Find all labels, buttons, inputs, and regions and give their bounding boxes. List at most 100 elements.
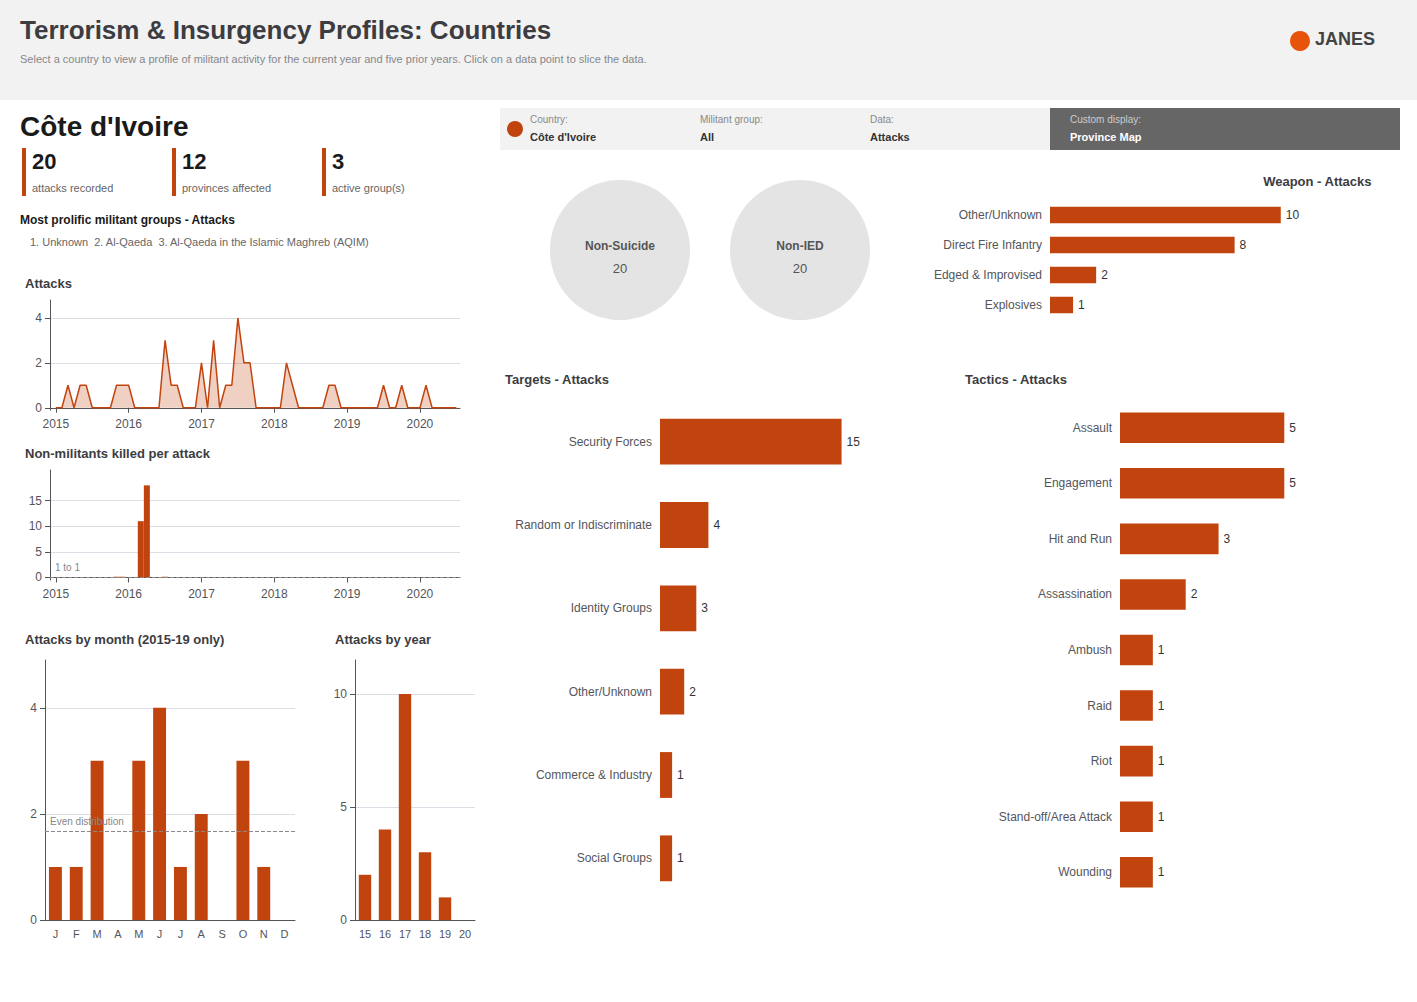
svg-text:17: 17 — [399, 928, 411, 940]
svg-text:20: 20 — [793, 261, 807, 276]
svg-text:Non-IED: Non-IED — [776, 239, 824, 253]
svg-text:provinces affected: provinces affected — [182, 182, 271, 194]
svg-text:Targets - Attacks: Targets - Attacks — [505, 372, 609, 387]
svg-text:2: 2 — [35, 356, 42, 370]
svg-text:Data:: Data: — [870, 114, 894, 125]
svg-text:Direct Fire Infantry: Direct Fire Infantry — [943, 238, 1042, 252]
svg-text:Identity Groups: Identity Groups — [571, 601, 652, 615]
svg-text:J: J — [178, 928, 184, 940]
svg-text:1: 1 — [1158, 865, 1165, 879]
svg-text:O: O — [239, 928, 248, 940]
svg-text:4: 4 — [713, 518, 720, 532]
svg-text:A: A — [198, 928, 206, 940]
svg-text:Security Forces: Security Forces — [569, 435, 652, 449]
svg-text:Select a country to view a pro: Select a country to view a profile of mi… — [20, 53, 647, 65]
svg-text:Even distribution: Even distribution — [50, 816, 124, 827]
svg-text:Stand-off/Area Attack: Stand-off/Area Attack — [999, 810, 1113, 824]
svg-text:1: 1 — [1158, 810, 1165, 824]
svg-text:4: 4 — [30, 701, 37, 715]
svg-text:Assassination: Assassination — [1038, 587, 1112, 601]
svg-text:Attacks by year: Attacks by year — [335, 632, 431, 647]
svg-text:2: 2 — [30, 807, 37, 821]
svg-text:2: 2 — [1191, 587, 1198, 601]
svg-text:2020: 2020 — [407, 587, 434, 601]
svg-text:3: 3 — [332, 149, 344, 174]
svg-text:5: 5 — [35, 545, 42, 559]
svg-text:18: 18 — [419, 928, 431, 940]
svg-text:Attacks by month (2015-19 only: Attacks by month (2015-19 only) — [25, 632, 224, 647]
svg-text:S: S — [218, 928, 225, 940]
svg-text:F: F — [73, 928, 80, 940]
svg-text:Terrorism & Insurgency Profile: Terrorism & Insurgency Profiles: Countri… — [20, 15, 551, 45]
svg-text:12: 12 — [182, 149, 206, 174]
svg-text:1 to 1: 1 to 1 — [55, 562, 80, 573]
svg-text:20: 20 — [613, 261, 627, 276]
svg-text:Province Map: Province Map — [1070, 131, 1142, 143]
svg-text:10: 10 — [334, 687, 348, 701]
svg-text:Engagement: Engagement — [1044, 476, 1113, 490]
svg-text:Explosives: Explosives — [985, 298, 1042, 312]
svg-text:10: 10 — [1286, 208, 1300, 222]
svg-text:M: M — [92, 928, 101, 940]
svg-text:1: 1 — [1078, 298, 1085, 312]
svg-text:N: N — [260, 928, 268, 940]
svg-text:20: 20 — [459, 928, 471, 940]
svg-text:0: 0 — [35, 401, 42, 415]
svg-text:A: A — [114, 928, 122, 940]
svg-text:Raid: Raid — [1087, 699, 1112, 713]
svg-text:0: 0 — [30, 913, 37, 927]
svg-text:16: 16 — [379, 928, 391, 940]
svg-text:15: 15 — [359, 928, 371, 940]
svg-text:4: 4 — [35, 311, 42, 325]
svg-text:Most prolific militant groups: Most prolific militant groups - Attacks — [20, 213, 235, 227]
svg-text:JANES: JANES — [1315, 29, 1375, 49]
svg-text:attacks recorded: attacks recorded — [32, 182, 113, 194]
svg-text:J: J — [157, 928, 163, 940]
svg-text:Other/Unknown: Other/Unknown — [959, 208, 1042, 222]
svg-text:1: 1 — [677, 851, 684, 865]
svg-text:2: 2 — [689, 685, 696, 699]
svg-text:1: 1 — [1158, 699, 1165, 713]
svg-text:Ambush: Ambush — [1068, 643, 1112, 657]
svg-text:Attacks: Attacks — [25, 276, 72, 291]
svg-text:Assault: Assault — [1073, 421, 1113, 435]
svg-text:Non-militants killed per attac: Non-militants killed per attack — [25, 446, 211, 461]
svg-text:15: 15 — [847, 435, 861, 449]
svg-text:Wounding: Wounding — [1058, 865, 1112, 879]
svg-text:1: 1 — [1158, 643, 1165, 657]
svg-text:Non-Suicide: Non-Suicide — [585, 239, 655, 253]
svg-text:8: 8 — [1240, 238, 1247, 252]
svg-text:1: 1 — [1158, 754, 1165, 768]
svg-text:Random or Indiscriminate: Random or Indiscriminate — [515, 518, 652, 532]
svg-text:10: 10 — [29, 519, 43, 533]
svg-text:active group(s): active group(s) — [332, 182, 405, 194]
svg-text:Hit and Run: Hit and Run — [1049, 532, 1112, 546]
svg-text:Custom display:: Custom display: — [1070, 114, 1141, 125]
svg-text:2019: 2019 — [334, 417, 361, 431]
svg-text:2018: 2018 — [261, 417, 288, 431]
svg-text:20: 20 — [32, 149, 56, 174]
svg-text:2016: 2016 — [115, 587, 142, 601]
svg-text:3: 3 — [701, 601, 708, 615]
svg-text:5: 5 — [1289, 476, 1296, 490]
svg-text:1: 1 — [677, 768, 684, 782]
svg-text:Social Groups: Social Groups — [577, 851, 652, 865]
svg-text:All: All — [700, 131, 714, 143]
svg-text:2: 2 — [1101, 268, 1108, 282]
svg-text:0: 0 — [340, 913, 347, 927]
svg-text:Weapon - Attacks: Weapon - Attacks — [1263, 174, 1371, 189]
svg-text:2020: 2020 — [407, 417, 434, 431]
svg-text:Côte d'Ivoire: Côte d'Ivoire — [20, 111, 188, 142]
svg-text:3: 3 — [1224, 532, 1231, 546]
svg-text:M: M — [134, 928, 143, 940]
svg-text:Côte d'Ivoire: Côte d'Ivoire — [530, 131, 596, 143]
svg-text:1. Unknown 2. Al-Qaeda 3. Al: 1. Unknown 2. Al-Qaeda 3. Al-Qaeda in th… — [30, 236, 369, 248]
svg-text:0: 0 — [35, 570, 42, 584]
svg-text:D: D — [281, 928, 289, 940]
svg-text:Attacks: Attacks — [870, 131, 910, 143]
svg-text:Country:: Country: — [530, 114, 568, 125]
svg-text:Edged & Improvised: Edged & Improvised — [934, 268, 1042, 282]
svg-text:5: 5 — [1289, 421, 1296, 435]
svg-text:2018: 2018 — [261, 587, 288, 601]
svg-text:J: J — [53, 928, 59, 940]
